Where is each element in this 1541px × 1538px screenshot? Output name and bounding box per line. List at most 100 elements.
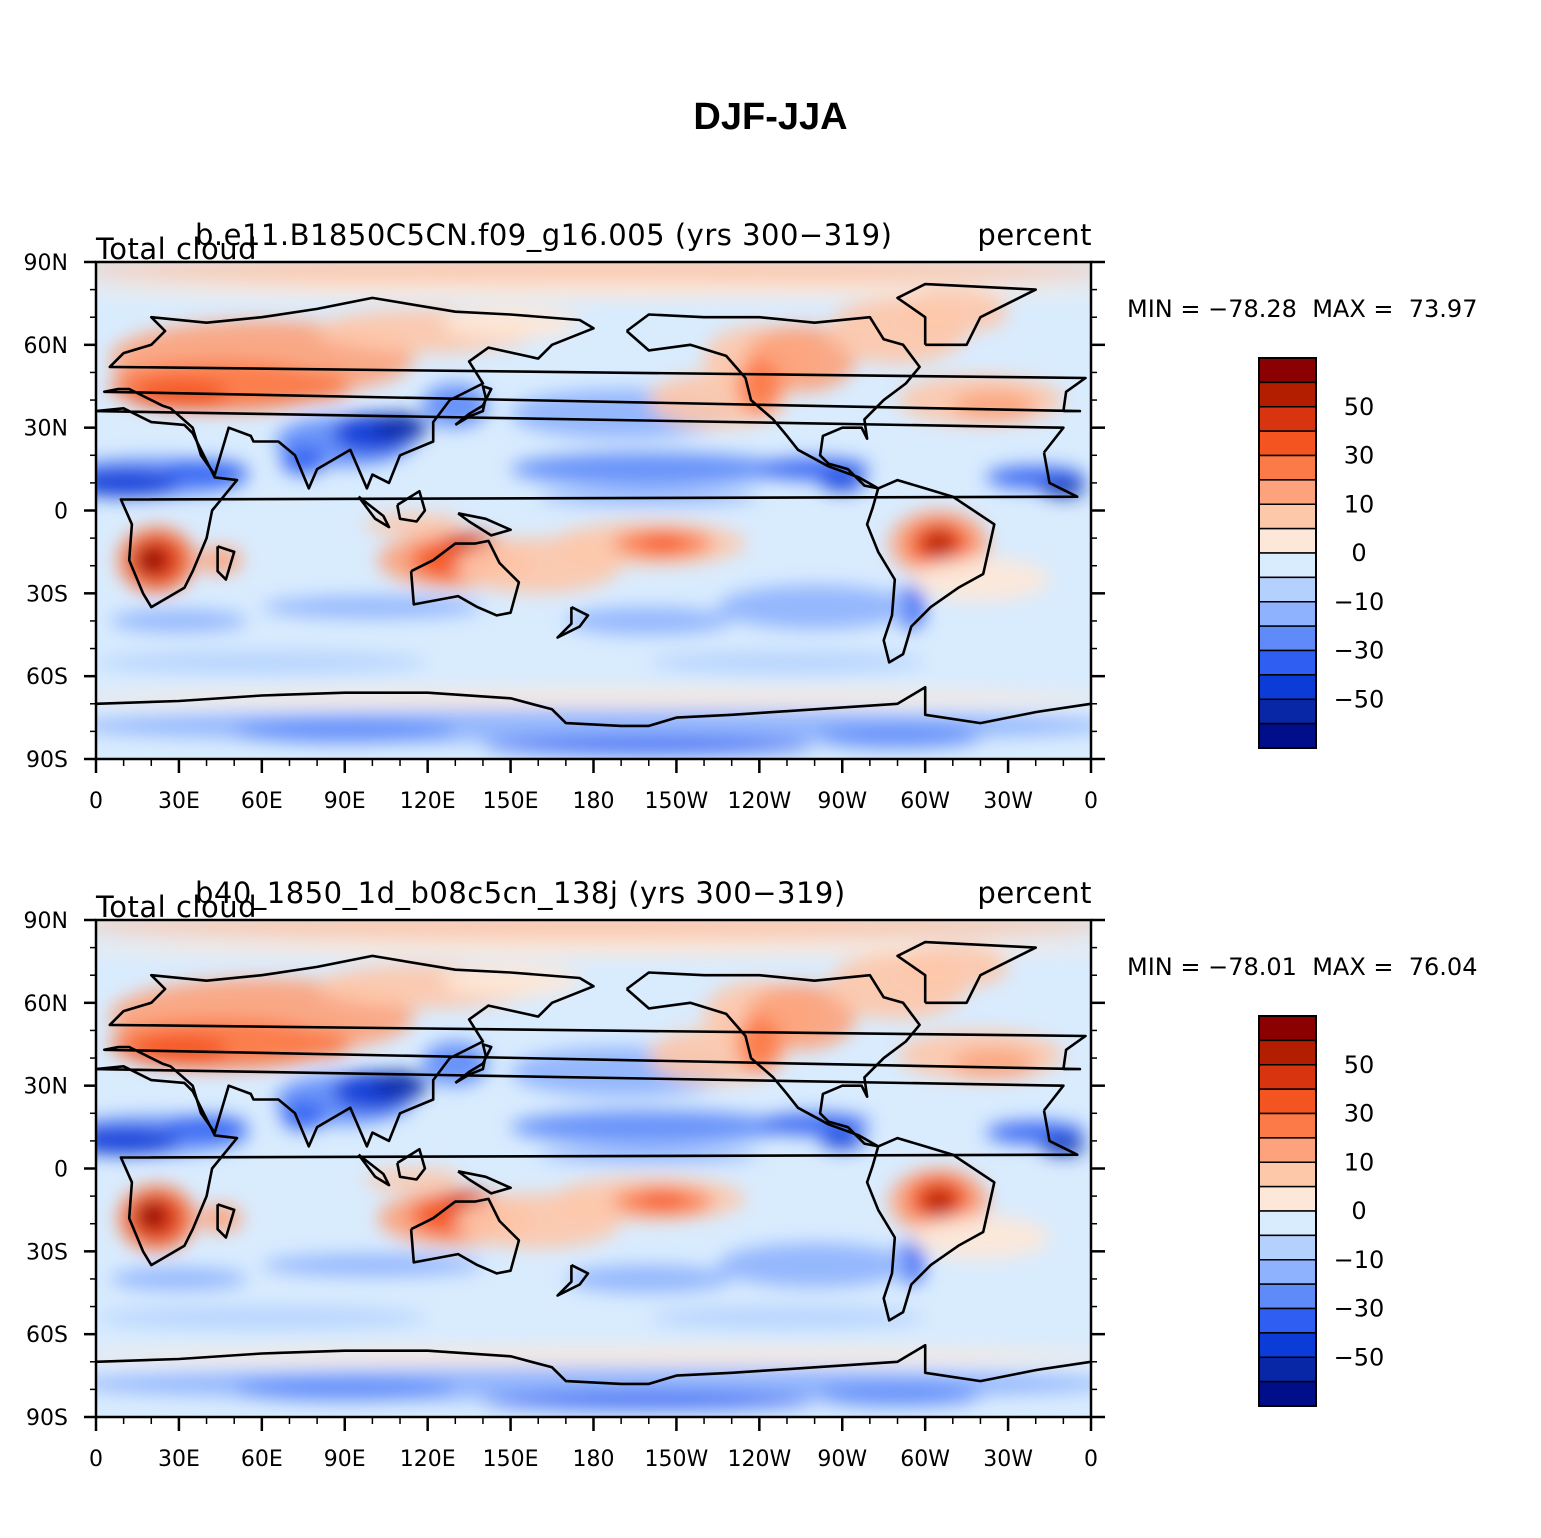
colorbar: 50 30 10 0 −10 −30 −50 <box>1258 1015 1385 1407</box>
anomaly-patch <box>372 1071 428 1100</box>
lat-tick-label: 30S <box>26 582 68 607</box>
anomaly-patch <box>640 535 685 552</box>
lon-tick-label: 60W <box>900 1447 950 1472</box>
colorbar-swatch <box>1258 552 1317 579</box>
anomaly-patch <box>820 1132 865 1150</box>
anomaly-patch <box>717 1243 912 1288</box>
lat-tick-label: 30N <box>24 1075 68 1100</box>
anomaly-patch <box>717 585 912 630</box>
coastline <box>216 545 236 581</box>
colorbar-label: −30 <box>1334 1295 1385 1323</box>
colorbar-swatch <box>1258 1161 1317 1188</box>
coastlines <box>96 282 1091 728</box>
anomaly-patch <box>137 1201 166 1230</box>
colorbar-swatch <box>1258 722 1317 749</box>
coastline <box>865 1136 996 1322</box>
anomaly-patch <box>96 689 1091 707</box>
colorbar-swatch <box>1258 1283 1317 1310</box>
anomaly-patch <box>372 413 428 442</box>
coastline <box>556 605 590 639</box>
lat-tick-label: 30N <box>24 417 68 442</box>
lon-tick-label: 180 <box>573 1447 615 1472</box>
anomaly-patch <box>198 546 243 575</box>
lon-tick-label: 90W <box>817 789 867 814</box>
anomaly-patch <box>165 1116 249 1139</box>
coastline <box>457 1170 512 1195</box>
lon-tick-label: 180 <box>573 789 615 814</box>
anomaly-patch <box>814 1383 981 1406</box>
lat-tick-label: 0 <box>54 1158 68 1183</box>
colorbar-swatch <box>1258 674 1317 700</box>
colorbar-label: −30 <box>1334 637 1385 665</box>
anomaly-patch <box>283 372 351 401</box>
lon-tick-label: 0 <box>89 1447 103 1472</box>
min-max-readout: MIN = −78.28 MAX = 73.97 <box>1127 295 1477 323</box>
lon-tick-label: 0 <box>1084 1447 1098 1472</box>
anomaly-shading <box>96 262 1091 754</box>
anomaly-patch <box>820 474 865 492</box>
colorbar-label: 30 <box>1344 1100 1375 1128</box>
contour-map: 90N 60N 30N 0 30S 60S 90S 0 30E 60E 90E 120E 150E 180… <box>24 251 1385 814</box>
colorbar-swatch <box>1258 479 1317 505</box>
anomaly-patch <box>96 1347 1091 1365</box>
colorbar-swatch <box>1258 1064 1317 1090</box>
contour-map: 90N 60N 30N 0 30S 60S 90S 0 30E 60E 90E 120E 150E 180… <box>24 909 1385 1472</box>
colorbar-swatch <box>1258 1307 1317 1334</box>
coastline <box>556 1263 590 1297</box>
anomaly-patch <box>165 460 249 483</box>
colorbar-swatch <box>1258 527 1317 554</box>
coastline <box>865 478 996 664</box>
anomaly-patch <box>422 1041 489 1086</box>
min-max-readout: MIN = −78.01 MAX = 76.04 <box>1127 953 1477 981</box>
coastline <box>896 940 1037 1005</box>
colorbar-swatch <box>1258 1088 1317 1115</box>
anomaly-patch <box>96 939 1091 956</box>
lat-tick-label: 60S <box>26 1323 68 1348</box>
colorbar-label: 10 <box>1344 1148 1375 1176</box>
lon-tick-label: 90E <box>324 1447 366 1472</box>
anomaly-shading <box>96 920 1091 1409</box>
lon-tick-label: 120E <box>400 789 456 814</box>
anomaly-patch <box>952 1049 1036 1078</box>
colorbar-swatch <box>1258 430 1317 457</box>
anomaly-patch <box>96 469 179 497</box>
anomaly-patch <box>737 1016 782 1072</box>
lat-tick-label: 90S <box>26 748 68 773</box>
panel-variable-label: Total cloud <box>96 890 257 924</box>
lon-tick-label: 60E <box>241 789 283 814</box>
lon-tick-label: 90E <box>324 789 366 814</box>
lon-tick-label: 30E <box>158 789 200 814</box>
coastline <box>454 1043 493 1085</box>
anomaly-patch <box>482 736 815 754</box>
anomaly-patch <box>640 1190 685 1208</box>
coastline <box>409 1197 521 1275</box>
coastline <box>409 539 521 617</box>
colorbar: 50 30 10 0 −10 −30 −50 <box>1258 357 1385 749</box>
panel-case-label: b.e11.B1850C5CN.f09_g16.005 (yrs 300−319… <box>195 218 893 252</box>
lon-tick-label: 30W <box>983 789 1033 814</box>
lat-tick-label: 90S <box>26 1406 68 1431</box>
lon-tick-label: 150W <box>645 789 709 814</box>
anomaly-patch <box>96 1127 179 1155</box>
anomaly-patch <box>96 920 1091 940</box>
lon-tick-label: 150E <box>483 1447 539 1472</box>
colorbar-swatch <box>1258 1137 1317 1163</box>
lon-tick-label: 90W <box>817 1447 867 1472</box>
colorbar-swatch <box>1258 1380 1317 1407</box>
coastlines <box>96 940 1091 1386</box>
anomaly-patch <box>283 1030 351 1059</box>
contour-field <box>96 262 1091 759</box>
coastline <box>396 489 427 523</box>
lon-tick-label: 120W <box>727 1447 791 1472</box>
anomaly-patch <box>234 1378 456 1401</box>
lat-tick-label: 90N <box>24 909 68 934</box>
anomaly-patch <box>261 1254 483 1277</box>
anomaly-patch <box>911 557 1050 602</box>
colorbar-swatch <box>1258 1259 1317 1285</box>
lat-tick-label: 90N <box>24 251 68 276</box>
anomaly-patch <box>96 1306 428 1329</box>
colorbar-label: 30 <box>1344 442 1375 470</box>
anomaly-patch <box>281 1102 326 1130</box>
lat-tick-label: 60N <box>24 334 68 359</box>
panel-units-label: percent <box>977 876 1092 910</box>
